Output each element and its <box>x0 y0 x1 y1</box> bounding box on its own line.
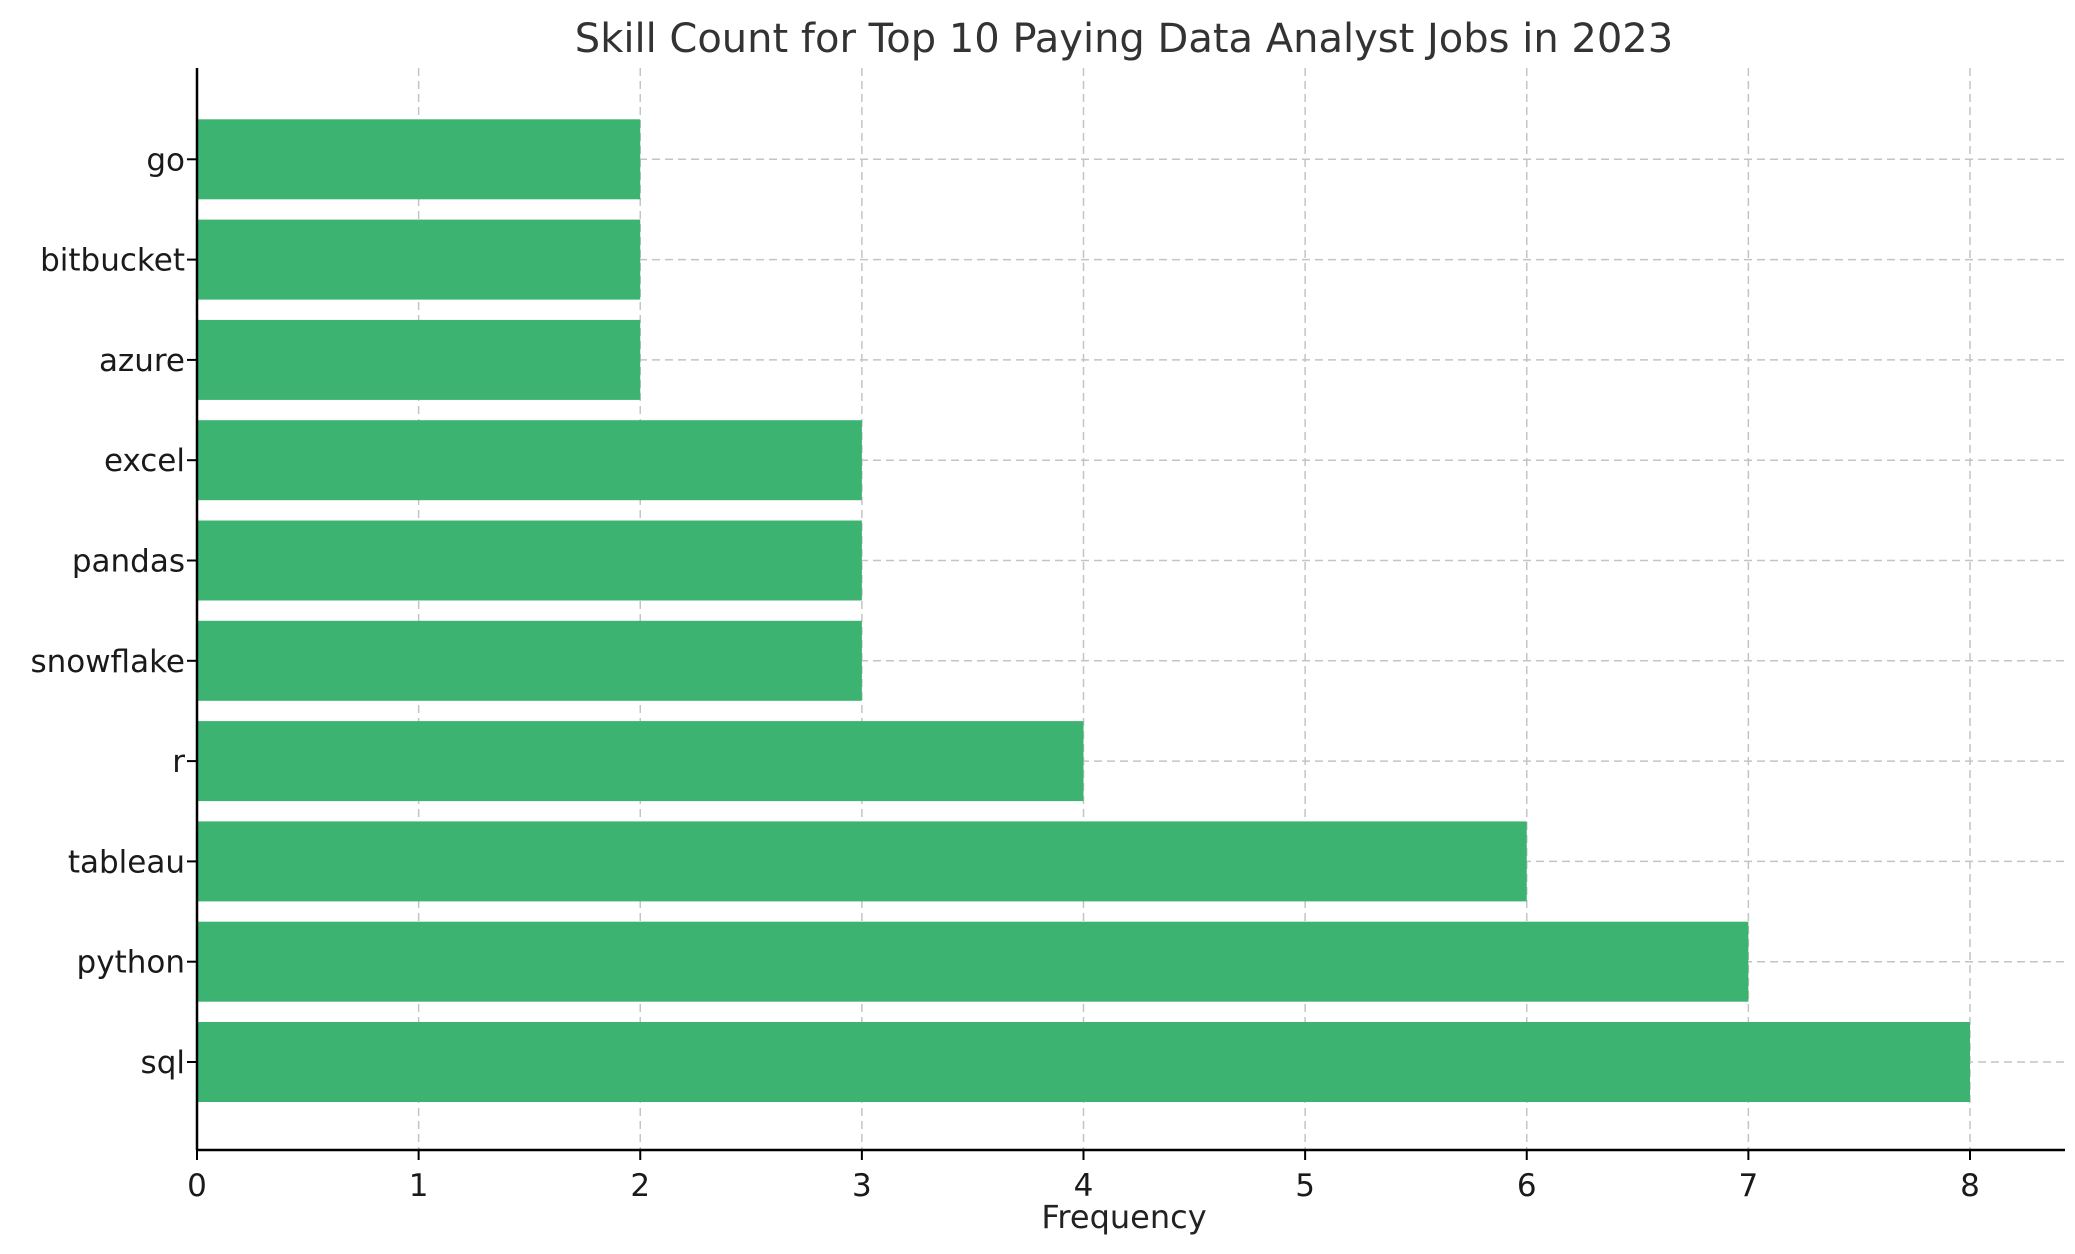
x-tick-label: 5 <box>1295 1168 1315 1204</box>
x-tick-label: 7 <box>1739 1168 1759 1204</box>
y-tick-label: tableau <box>68 844 185 880</box>
y-tick-label: azure <box>99 343 185 379</box>
x-tick-label: 0 <box>187 1168 207 1204</box>
bars-layer <box>197 119 1970 1102</box>
y-tick-label: bitbucket <box>40 243 185 279</box>
y-tick-label: pandas <box>72 544 185 580</box>
bar-tableau <box>197 821 1527 902</box>
chart-title: Skill Count for Top 10 Paying Data Analy… <box>575 16 1673 62</box>
x-tick-label: 1 <box>409 1168 429 1204</box>
bar-snowflake <box>197 620 862 701</box>
bar-sql <box>197 1022 1970 1102</box>
y-tick-label: go <box>146 142 185 178</box>
x-tick-label: 8 <box>1960 1168 1980 1204</box>
y-tick-label: snowflake <box>30 644 185 680</box>
bar-python <box>197 921 1749 1002</box>
x-tick-label: 6 <box>1517 1168 1537 1204</box>
y-tick-label: r <box>172 744 185 780</box>
bar-azure <box>197 319 641 400</box>
x-tick-label: 3 <box>852 1168 872 1204</box>
x-tick-label: 4 <box>1074 1168 1094 1204</box>
ticks-layer: 0 1 2 3 4 5 6 7 8 sql python tableau r snowflake panda… <box>30 142 1979 1204</box>
y-tick-label: python <box>77 945 185 981</box>
bar-pandas <box>197 520 862 601</box>
x-axis-label: Frequency <box>1041 1198 1206 1236</box>
axes-layer <box>195 68 2065 1152</box>
y-tick-label: excel <box>104 443 185 479</box>
bar-go <box>197 119 641 200</box>
y-tick-label: sql <box>141 1045 185 1081</box>
bar-bitbucket <box>197 219 641 300</box>
bar-excel <box>197 420 862 501</box>
bar-r <box>197 721 1084 802</box>
x-tick-label: 2 <box>630 1168 650 1204</box>
